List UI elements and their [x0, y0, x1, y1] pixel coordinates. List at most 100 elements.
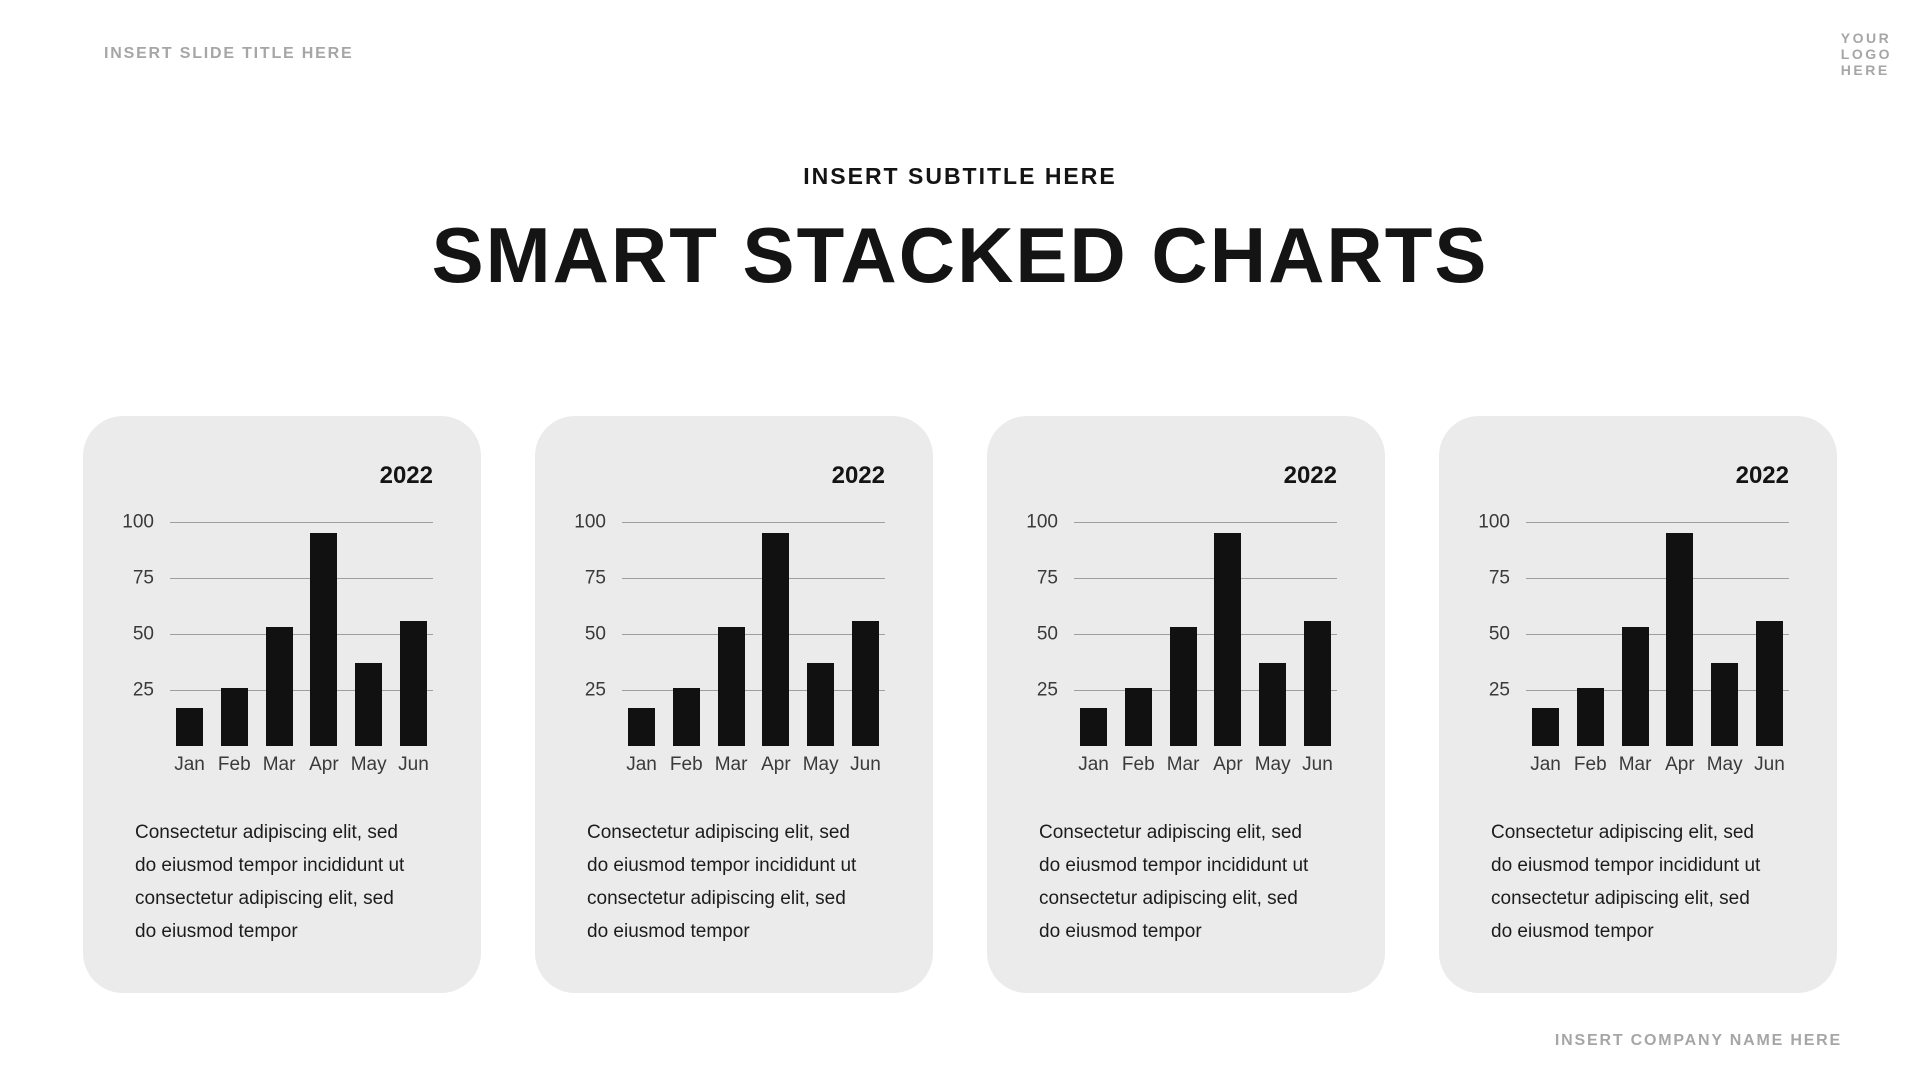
gridline — [1526, 690, 1789, 691]
chart-year-label: 2022 — [831, 462, 885, 489]
bar-group — [1074, 522, 1337, 746]
y-tick-label: 100 — [122, 511, 154, 533]
y-tick-label: 25 — [132, 679, 154, 701]
y-tick-label: 75 — [584, 567, 606, 589]
gridline — [622, 634, 885, 635]
y-axis: 25 50 75 100 — [117, 513, 170, 746]
card-description: Consectetur adipiscing elit, sed do eius… — [135, 822, 405, 942]
x-tick-label: Mar — [1166, 754, 1200, 775]
bar — [176, 707, 203, 746]
y-tick-label: 75 — [1488, 567, 1510, 589]
x-tick-label: May — [1254, 754, 1291, 775]
y-axis: 25 50 75 100 — [569, 513, 622, 746]
gridline — [1526, 578, 1789, 579]
slide-title-placeholder: INSERT SLIDE TITLE HERE — [104, 45, 354, 62]
plot-area — [1526, 522, 1789, 746]
chart-cards-row: 2022 25 50 75 100 Jan Feb Mar Apr May Jun Consect… — [0, 416, 1920, 993]
bar — [851, 620, 879, 746]
bar — [1080, 707, 1107, 746]
bar-group — [1526, 522, 1789, 746]
bar — [1169, 627, 1197, 746]
bar — [672, 687, 700, 746]
x-tick-label: Apr — [1213, 754, 1243, 775]
y-tick-label: 25 — [584, 679, 606, 701]
gridline — [1074, 578, 1337, 579]
x-axis: Jan Feb Mar Apr May Jun — [1074, 754, 1337, 776]
x-tick-label: Mar — [1618, 754, 1652, 775]
y-tick-label: 50 — [584, 623, 606, 645]
gridline — [170, 634, 433, 635]
bar — [355, 663, 383, 746]
chart-card-3: 2022 25 50 75 100 Jan Feb Mar Apr May Jun Consect… — [987, 416, 1385, 993]
gridline — [622, 578, 885, 579]
y-tick-label: 75 — [132, 567, 154, 589]
x-tick-label: Jan — [174, 754, 205, 775]
chart-year-label: 2022 — [1283, 462, 1337, 489]
x-tick-label: Feb — [1121, 754, 1155, 775]
x-tick-label: Jun — [1302, 754, 1333, 775]
y-tick-label: 25 — [1488, 679, 1510, 701]
chart-card-1: 2022 25 50 75 100 Jan Feb Mar Apr May Jun Consect… — [83, 416, 481, 993]
x-tick-label: Apr — [1665, 754, 1695, 775]
bar — [399, 620, 427, 746]
gridline — [170, 522, 433, 523]
plot-area — [1074, 522, 1337, 746]
gridline — [1526, 634, 1789, 635]
chart-area: 25 50 75 100 — [1021, 513, 1337, 746]
company-name-placeholder: INSERT COMPANY NAME HERE — [1554, 1032, 1842, 1049]
bar — [1303, 620, 1331, 746]
bar-group — [170, 522, 433, 746]
bar — [1576, 687, 1604, 746]
x-tick-label: Jan — [626, 754, 657, 775]
bar-chart-3: 25 50 75 100 Jan Feb Mar Apr May Jun — [1021, 513, 1337, 776]
chart-card-2: 2022 25 50 75 100 Jan Feb Mar Apr May Jun Consect… — [535, 416, 933, 993]
x-axis: Jan Feb Mar Apr May Jun — [170, 754, 433, 776]
x-axis: Jan Feb Mar Apr May Jun — [622, 754, 885, 776]
chart-year-label: 2022 — [379, 462, 433, 489]
y-tick-label: 50 — [1036, 623, 1058, 645]
bar — [310, 533, 338, 746]
chart-year-label: 2022 — [1735, 462, 1789, 489]
y-tick-label: 75 — [1036, 567, 1058, 589]
gridline — [1074, 634, 1337, 635]
gridline — [622, 522, 885, 523]
bar-group — [622, 522, 885, 746]
x-tick-label: Jun — [398, 754, 429, 775]
gridline — [170, 690, 433, 691]
plot-area — [622, 522, 885, 746]
bar — [1214, 533, 1242, 746]
x-tick-label: Mar — [262, 754, 296, 775]
chart-area: 25 50 75 100 — [117, 513, 433, 746]
x-tick-label: May — [802, 754, 839, 775]
card-description: Consectetur adipiscing elit, sed do eius… — [1039, 822, 1309, 942]
y-tick-label: 50 — [1488, 623, 1510, 645]
bar — [220, 687, 248, 746]
bar-chart-4: 25 50 75 100 Jan Feb Mar Apr May Jun — [1473, 513, 1789, 776]
gridline — [170, 578, 433, 579]
x-tick-label: May — [350, 754, 387, 775]
chart-card-4: 2022 25 50 75 100 Jan Feb Mar Apr May Jun Consect… — [1439, 416, 1837, 993]
x-tick-label: Apr — [309, 754, 339, 775]
bar — [762, 533, 790, 746]
bar — [628, 707, 655, 746]
y-tick-label: 100 — [574, 511, 606, 533]
bar — [1259, 663, 1287, 746]
x-axis: Jan Feb Mar Apr May Jun — [1526, 754, 1789, 776]
gridline — [1074, 522, 1337, 523]
x-tick-label: Feb — [1573, 754, 1607, 775]
x-tick-label: Apr — [761, 754, 791, 775]
y-axis: 25 50 75 100 — [1021, 513, 1074, 746]
bar — [1666, 533, 1694, 746]
x-tick-label: Jun — [850, 754, 881, 775]
x-tick-label: Mar — [714, 754, 748, 775]
subtitle: INSERT SUBTITLE HERE — [803, 163, 1117, 189]
bar — [265, 627, 293, 746]
bar — [1755, 620, 1783, 746]
logo-placeholder: YOUR LOGO HERE — [1840, 30, 1892, 78]
bar-chart-2: 25 50 75 100 Jan Feb Mar Apr May Jun — [569, 513, 885, 776]
gridline — [1526, 522, 1789, 523]
bar — [807, 663, 835, 746]
chart-area: 25 50 75 100 — [569, 513, 885, 746]
page-title: SMART STACKED CHARTS — [431, 211, 1489, 299]
